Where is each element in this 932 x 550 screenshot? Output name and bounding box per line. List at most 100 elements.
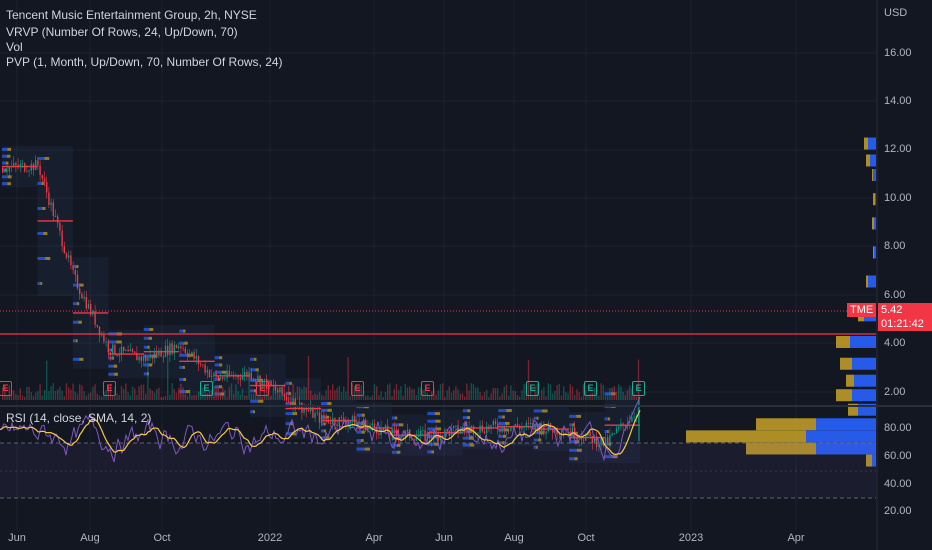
volume-bar (413, 389, 415, 400)
volume-bar (65, 383, 68, 400)
volume-bar (560, 395, 563, 400)
volume-bar (180, 383, 182, 400)
candle-body (351, 416, 354, 422)
pvp-row-up (462, 409, 468, 413)
volume-bar (103, 392, 105, 400)
candle-body (483, 431, 486, 434)
pvp-row-down (536, 416, 539, 420)
pvp-row-down (502, 415, 505, 419)
pvp-row-up (498, 415, 503, 419)
candle-body (241, 375, 244, 380)
candle-body (129, 349, 131, 352)
pvp-row-down (291, 432, 296, 436)
candle-body (15, 163, 17, 166)
pvp-row-up (37, 206, 43, 210)
candle-body (428, 433, 431, 439)
earnings-marker[interactable]: E (351, 381, 364, 396)
candle-body (329, 422, 332, 424)
earnings-marker[interactable]: E (256, 381, 269, 396)
volume-bar (310, 390, 312, 400)
pvp-row-up (2, 161, 6, 165)
vrvp-row-down (746, 442, 816, 455)
earnings-marker[interactable]: E (584, 381, 597, 396)
pvp-row-down (506, 409, 512, 413)
volume-bar (13, 390, 15, 400)
volume-bar (283, 383, 285, 400)
indicator-vrvp[interactable]: VRVP (Number Of Rows, 24, Up/Down, 70) (6, 25, 238, 39)
pvp-row-up (498, 434, 503, 438)
indicator-pvp[interactable]: PVP (1, Month, Up/Down, 70, Number Of Ro… (6, 55, 283, 69)
candle-body (433, 431, 435, 440)
pvp-row-up (533, 431, 540, 435)
pvp-row-up (179, 329, 184, 333)
vrvp-row-down (866, 275, 868, 288)
indicator-rsi[interactable]: RSI (14, close, SMA, 14, 2) (6, 411, 152, 425)
volume-bar (629, 385, 631, 400)
candle-body (112, 344, 114, 355)
rsi-tick: 60.00 (884, 450, 912, 462)
pvp-row-down (292, 412, 298, 416)
volume-bar (543, 387, 545, 400)
candle-body (244, 371, 246, 376)
candle-body (171, 343, 173, 354)
candle-body (180, 346, 182, 349)
earnings-marker[interactable]: E (526, 381, 539, 396)
volume-bar (299, 387, 301, 400)
candle-body (508, 430, 510, 432)
volume-bar (294, 392, 296, 400)
volume-bar (345, 391, 347, 400)
candle-body (477, 432, 479, 434)
candle-body (81, 293, 83, 299)
earnings-marker[interactable]: E (421, 381, 434, 396)
pvp-row-down (574, 457, 578, 461)
volume-bar (15, 393, 17, 400)
earnings-marker[interactable]: E (103, 381, 116, 396)
indicator-vol[interactable]: Vol (6, 40, 23, 54)
pvp-row-up (143, 372, 147, 376)
earnings-marker[interactable]: E (632, 381, 645, 396)
pvp-row-up (250, 378, 258, 382)
time-tick: 2023 (678, 532, 704, 544)
candle-body (24, 163, 26, 172)
currency-label: USD (884, 7, 908, 19)
earnings-marker[interactable]: E (200, 381, 213, 396)
vrvp-row-up (875, 193, 876, 206)
volume-bar (173, 389, 175, 400)
pvp-row-up (250, 410, 253, 414)
candle-body (222, 377, 224, 379)
candle-body (178, 346, 180, 349)
pvp-row-up (604, 442, 609, 446)
volume-bar (354, 385, 356, 400)
symbol-title[interactable]: Tencent Music Entertainment Group, 2h, N… (6, 8, 257, 22)
pvp-row-up (285, 432, 292, 436)
candle-body (497, 424, 499, 430)
pvp-row-down (326, 436, 330, 440)
candle-body (134, 351, 136, 353)
volume-bar (226, 396, 228, 400)
volume-bar (453, 390, 455, 400)
volume-bar (332, 384, 334, 400)
volume-bar (395, 384, 398, 400)
candle-body (19, 164, 21, 168)
candle-body (604, 437, 607, 446)
price-tick: 2.00 (884, 386, 906, 398)
earnings-marker[interactable]: E (0, 381, 12, 396)
candle-body (90, 303, 92, 315)
pvp-row-down (611, 392, 616, 396)
pvp-row-down (395, 416, 398, 420)
volume-bar (503, 386, 505, 400)
pvp-row-down (255, 368, 259, 372)
pvp-row-down (538, 423, 543, 427)
vrvp-row-up (874, 217, 876, 230)
candle-body (151, 354, 153, 359)
volume-bar (145, 393, 147, 400)
volume-bar (195, 395, 197, 400)
candle-body (59, 223, 61, 231)
candle-body (413, 439, 415, 441)
volume-bar (358, 385, 360, 400)
volume-bar (164, 395, 167, 400)
pvp-row-up (356, 447, 365, 451)
candle-body (156, 352, 158, 356)
pvp-row-up (214, 356, 220, 360)
